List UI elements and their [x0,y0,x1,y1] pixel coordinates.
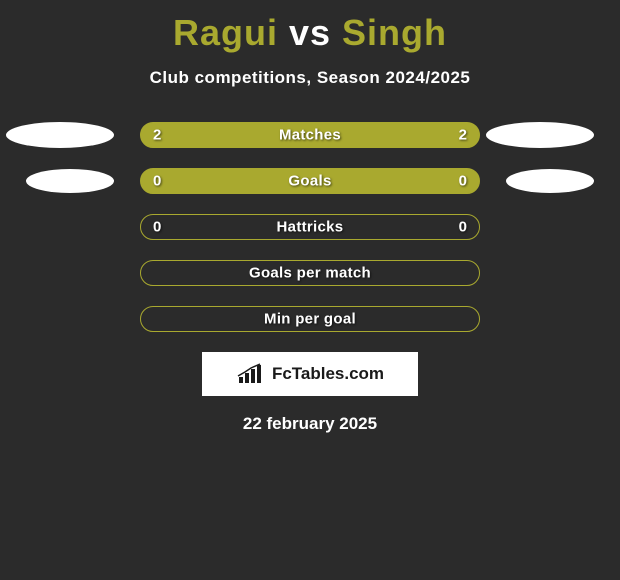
stat-label: Min per goal [264,311,356,328]
stat-value-left: 0 [153,219,161,236]
stat-bar: Goals 0 0 [140,168,480,194]
stat-label: Matches [279,127,341,144]
player2-name: Singh [342,12,447,53]
comparison-title: Ragui vs Singh [0,0,620,54]
stat-value-right: 0 [459,219,467,236]
right-ellipse-icon [506,169,594,193]
right-ellipse-icon [486,122,594,148]
footer-date: 22 february 2025 [0,414,620,434]
stat-row: Matches 2 2 [0,122,620,148]
stat-bar: Goals per match [140,260,480,286]
stat-rows: Matches 2 2 Goals 0 0 Hattricks 0 0 Goals per mat… [0,122,620,332]
stat-row: Goals 0 0 [0,168,620,194]
stat-label: Goals [288,173,331,190]
left-ellipse-icon [6,122,114,148]
stat-value-right: 0 [459,173,467,190]
stat-row: Hattricks 0 0 [0,214,620,240]
brand-chart-icon [236,363,266,385]
subtitle: Club competitions, Season 2024/2025 [0,68,620,88]
player1-name: Ragui [173,12,278,53]
brand-text: FcTables.com [272,364,384,384]
stat-bar: Matches 2 2 [140,122,480,148]
stat-value-left: 2 [153,127,161,144]
stat-value-right: 2 [459,127,467,144]
stat-row: Goals per match [0,260,620,286]
stat-label: Goals per match [249,265,371,282]
stat-label: Hattricks [277,219,344,236]
stat-bar: Hattricks 0 0 [140,214,480,240]
left-ellipse-icon [26,169,114,193]
stat-value-left: 0 [153,173,161,190]
stat-bar: Min per goal [140,306,480,332]
stat-row: Min per goal [0,306,620,332]
brand-badge: FcTables.com [202,352,418,396]
vs-text: vs [289,12,331,53]
